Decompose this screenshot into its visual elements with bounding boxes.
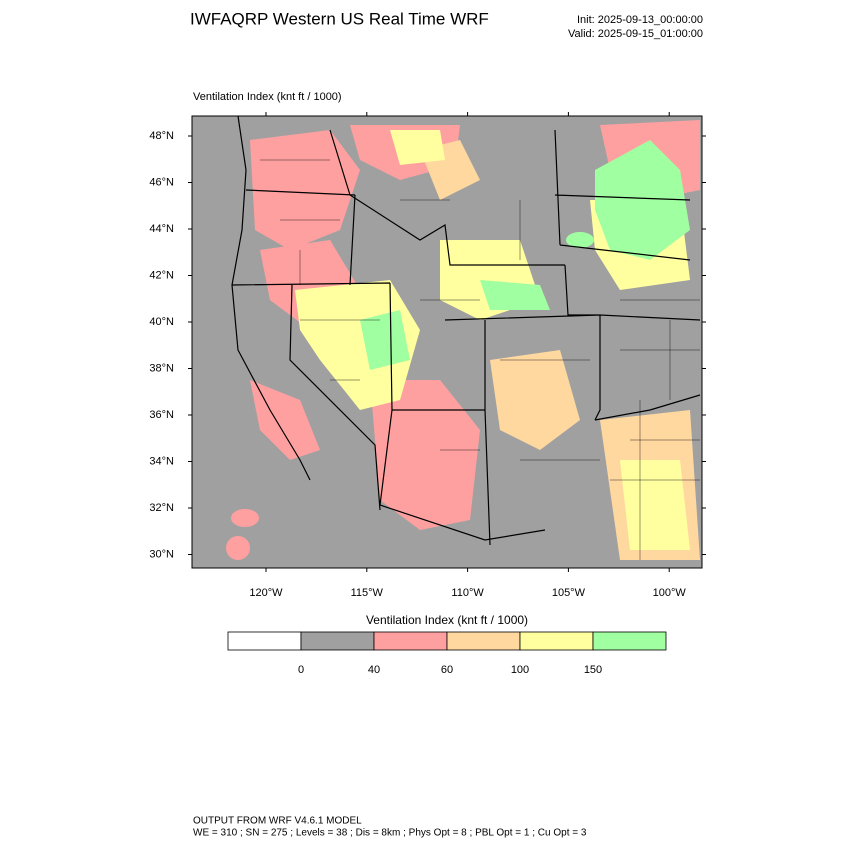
- colorbar-box: [300, 631, 375, 651]
- field-area: [620, 460, 690, 550]
- lon-label: 120°W: [249, 587, 283, 599]
- lat-label: 34°N: [149, 455, 174, 467]
- footer-line: WE = 310 ; SN = 275 ; Levels = 38 ; Dis …: [193, 828, 587, 839]
- lat-label: 40°N: [149, 316, 174, 328]
- field-area: [595, 140, 690, 260]
- map-frame: [191, 115, 703, 569]
- colorbar-label: 60: [441, 664, 453, 676]
- field-area: [566, 232, 594, 248]
- init-time: Init: 2025-09-13_00:00:00: [577, 14, 703, 26]
- title: IWFAQRP Western US Real Time WRF: [190, 9, 489, 28]
- footer-line: OUTPUT FROM WRF V4.6.1 MODEL: [193, 816, 362, 827]
- colorbar-box: [373, 631, 448, 651]
- colorbar-box: [446, 631, 521, 651]
- lat-label: 44°N: [149, 223, 174, 235]
- lon-label: 100°W: [653, 587, 687, 599]
- state-border: [231, 129, 701, 546]
- colorbar-box: [519, 631, 594, 651]
- valid-time: Valid: 2025-09-15_01:00:00: [568, 28, 703, 40]
- lon-label: 110°W: [451, 587, 484, 599]
- field-area: [360, 310, 410, 370]
- colorbar-box: [227, 631, 302, 651]
- field-area: [295, 280, 420, 410]
- lat-label: 36°N: [149, 409, 174, 421]
- lat-label: 48°N: [149, 130, 174, 142]
- field-area: [250, 380, 320, 460]
- colorbar-label: 150: [584, 664, 602, 676]
- coastline: [231, 115, 311, 481]
- field-area: [370, 380, 480, 530]
- colorbar-label: 100: [511, 664, 529, 676]
- county-border: [260, 159, 700, 560]
- lon-label: 115°W: [351, 587, 384, 599]
- lat-label: 46°N: [149, 176, 174, 188]
- colorbar-label: 0: [298, 664, 304, 676]
- field-area: [226, 536, 250, 560]
- lat-label: 38°N: [149, 362, 174, 374]
- map-label: Ventilation Index (knt ft / 1000): [193, 91, 342, 103]
- lon-label: 105°W: [552, 587, 586, 599]
- field-area: [231, 509, 259, 527]
- field-area: [490, 350, 580, 450]
- lat-label: 32°N: [149, 502, 174, 514]
- field-area: [390, 130, 445, 165]
- lat-label: 42°N: [149, 269, 174, 281]
- colorbar-title: Ventilation Index (knt ft / 1000): [366, 613, 528, 627]
- map: [191, 115, 703, 569]
- field-area: [480, 280, 550, 310]
- colorbar-box: [592, 631, 667, 651]
- colorbar: 0 40 60 100 150: [227, 631, 667, 676]
- lat-label: 30°N: [149, 548, 174, 560]
- colorbar-label: 40: [368, 664, 380, 676]
